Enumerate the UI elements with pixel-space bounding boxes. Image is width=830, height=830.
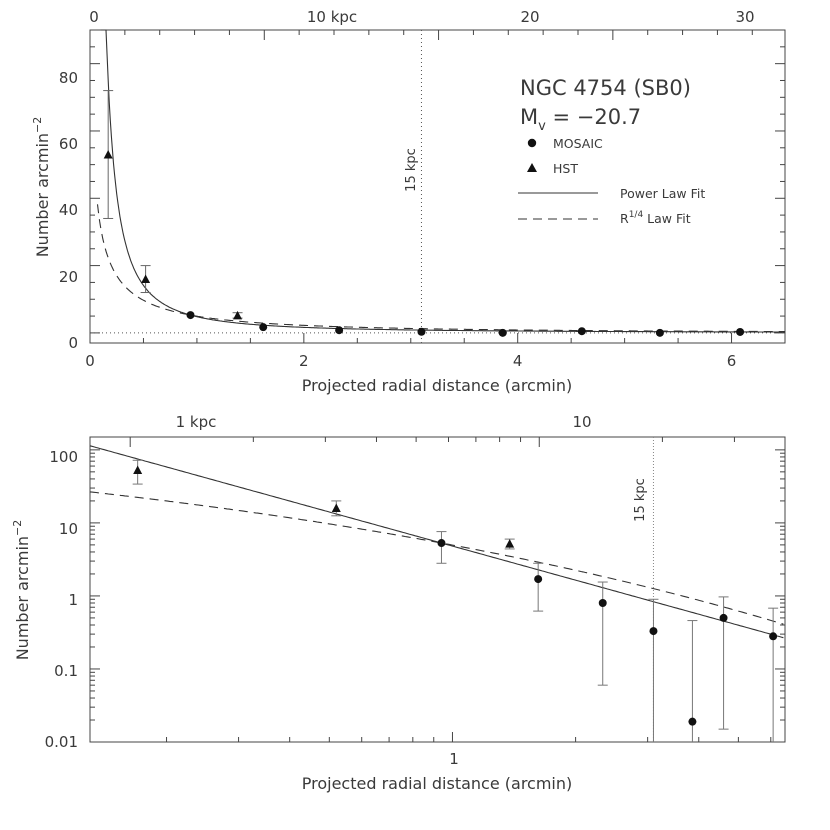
linear-y-tick-40: 40 — [59, 201, 78, 219]
linear-x-tick-6: 6 — [727, 352, 737, 370]
mosaic-point — [534, 575, 543, 584]
log-panel-frame — [89, 436, 786, 743]
legend-mosaic-marker — [527, 138, 537, 148]
mosaic-point — [719, 613, 728, 622]
linear-top-tick-0: 0 — [89, 8, 99, 26]
hst-point — [331, 503, 341, 512]
linear-x-tick-4: 4 — [513, 352, 523, 370]
hst-point — [133, 465, 143, 474]
legend-power-label: Power Law Fit — [620, 186, 705, 201]
hst-point — [505, 539, 515, 548]
linear-panel: 0 10 kpc 20 30 0 2 4 6 0 20 40 60 80 Pro… — [31, 8, 786, 395]
chart-title: NGC 4754 (SB0) — [520, 76, 691, 100]
hst-point — [103, 150, 113, 159]
mosaic-point — [688, 717, 697, 726]
mosaic-point — [655, 328, 664, 337]
mosaic-point — [577, 327, 586, 336]
mosaic-point — [736, 327, 745, 336]
linear-y-tick-0: 0 — [68, 334, 78, 352]
log-y-tick-0.01: 0.01 — [45, 733, 78, 751]
mosaic-point — [259, 323, 268, 332]
linear-y-axis-label: Number arcmin−2 — [31, 117, 52, 258]
linear-top-tick-10kpc: 10 kpc — [307, 8, 357, 26]
legend-hst-marker — [527, 163, 537, 172]
mosaic-point — [186, 311, 195, 320]
mosaic-point — [417, 327, 426, 336]
log-r14-law-curve — [89, 491, 784, 625]
log-top-tick-1kpc: 1 kpc — [176, 413, 217, 431]
linear-y-tick-20: 20 — [59, 268, 78, 286]
log-y-tick-1: 1 — [68, 591, 78, 609]
log-panel-marks — [132, 459, 779, 742]
linear-x-axis-label: Projected radial distance (arcmin) — [302, 376, 573, 395]
log-y-tick-100: 100 — [49, 448, 78, 466]
mosaic-point — [335, 326, 344, 335]
linear-power-law-curve — [100, 29, 785, 333]
hst-point — [233, 310, 243, 320]
mosaic-point — [498, 328, 507, 337]
log-y-tick-0.1: 0.1 — [54, 662, 78, 680]
linear-top-tick-30: 30 — [735, 8, 754, 26]
log-panel-fit-curves — [89, 445, 784, 639]
chart-subtitle: Mv = −20.7 — [520, 105, 641, 134]
linear-panel-marks — [103, 90, 745, 337]
linear-x-tick-2: 2 — [299, 352, 309, 370]
log-x-tick-1: 1 — [449, 750, 459, 768]
legend-mosaic-label: MOSAIC — [553, 136, 603, 151]
linear-y-tick-80: 80 — [59, 69, 78, 87]
log-x-axis-label: Projected radial distance (arcmin) — [302, 774, 573, 793]
log-y-tick-10: 10 — [59, 520, 78, 538]
linear-vline-label: 15 kpc — [404, 148, 419, 192]
hst-point — [141, 274, 151, 284]
mosaic-point — [598, 599, 607, 608]
log-vline-label: 15 kpc — [633, 478, 648, 522]
mosaic-point — [649, 627, 658, 636]
linear-panel-frame — [89, 29, 786, 344]
mosaic-point — [437, 539, 446, 548]
legend-r14-label: R1/4 Law Fit — [620, 210, 691, 226]
log-top-tick-10: 10 — [572, 413, 591, 431]
log-panel-ticks — [90, 437, 785, 743]
linear-r14-law-curve — [96, 204, 785, 333]
legend: MOSAIC HST Power Law Fit R1/4 Law Fit — [518, 136, 705, 226]
legend-hst-label: HST — [553, 161, 578, 176]
linear-panel-fit-curves — [96, 29, 785, 333]
log-y-axis-label: Number arcmin−2 — [11, 520, 32, 661]
linear-x-tick-0: 0 — [85, 352, 95, 370]
linear-panel-ticks — [89, 30, 786, 343]
log-panel: 1 kpc 10 1 0.01 0.1 1 10 100 Projected r… — [11, 413, 786, 793]
linear-y-tick-60: 60 — [59, 135, 78, 153]
linear-top-tick-20: 20 — [520, 8, 539, 26]
mosaic-point — [769, 632, 778, 641]
